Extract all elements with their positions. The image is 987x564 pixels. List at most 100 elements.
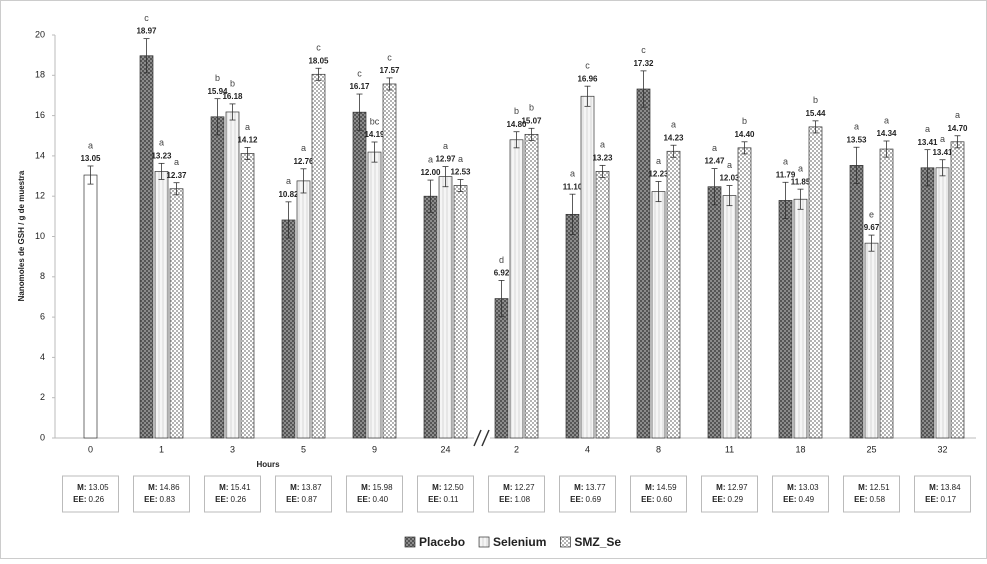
axis-break xyxy=(473,428,490,448)
letter-label: c xyxy=(387,52,392,62)
error-bar xyxy=(457,179,464,192)
ee-value: 0.29 xyxy=(728,495,744,504)
value-label: 13.23 xyxy=(151,151,172,160)
value-label: 14.40 xyxy=(734,130,755,139)
stats-box xyxy=(701,475,758,513)
ee-prefix: EE: xyxy=(641,495,654,504)
bar xyxy=(367,151,382,439)
bar xyxy=(453,185,468,439)
value-label: 13.41 xyxy=(917,138,938,147)
mean-value: 13.03 xyxy=(799,483,820,492)
ee-value: 0.87 xyxy=(302,495,318,504)
letter-label: b xyxy=(514,106,519,116)
x-tick-label: 5 xyxy=(301,444,306,454)
error-bar xyxy=(726,185,733,207)
value-label: 13.23 xyxy=(592,153,613,162)
stats-box xyxy=(275,475,332,513)
bar xyxy=(808,126,823,439)
value-label: 17.57 xyxy=(379,66,400,75)
bar xyxy=(169,188,184,439)
error-bar xyxy=(229,103,236,121)
x-tick-label: 11 xyxy=(725,444,734,454)
error-bar xyxy=(939,159,946,177)
y-tick-label: 10 xyxy=(35,231,45,241)
letter-label: b xyxy=(230,78,235,88)
value-label: 18.05 xyxy=(308,56,329,65)
letter-label: a xyxy=(428,154,433,164)
bar xyxy=(352,111,367,439)
letter-label: a xyxy=(600,140,605,150)
letter-label: a xyxy=(301,143,306,153)
mean-value: 12.97 xyxy=(728,483,749,492)
bar xyxy=(438,176,453,439)
ee-prefix: EE: xyxy=(570,495,583,504)
letter-label: a xyxy=(955,110,960,120)
x-tick-label: 3 xyxy=(230,444,235,454)
bar xyxy=(920,167,935,439)
y-tick-label: 14 xyxy=(35,150,45,160)
letter-label: b xyxy=(813,95,818,105)
ee-prefix: EE: xyxy=(73,495,86,504)
bar xyxy=(778,200,793,439)
mean-value: 15.41 xyxy=(231,483,252,492)
letter-label: a xyxy=(174,157,179,167)
error-bar xyxy=(924,149,931,187)
bar xyxy=(879,148,894,439)
value-label: 12.76 xyxy=(293,157,314,166)
mean-prefix: M: xyxy=(148,483,157,492)
ee-value: 0.49 xyxy=(799,495,815,504)
ee-prefix: EE: xyxy=(925,495,938,504)
legend-label: SMZ_Se xyxy=(574,535,621,549)
letter-label: a xyxy=(656,156,661,166)
legend-swatch xyxy=(478,536,490,548)
error-bar xyxy=(797,188,804,210)
mean-value: 12.50 xyxy=(444,483,465,492)
bar xyxy=(707,186,722,439)
bar xyxy=(864,242,879,439)
error-bar xyxy=(371,141,378,163)
stats-box xyxy=(772,475,829,513)
value-label: 18.97 xyxy=(136,27,157,36)
stats-box xyxy=(559,475,616,513)
letter-label: a xyxy=(88,140,93,150)
ee-value: 0.60 xyxy=(657,495,673,504)
bar xyxy=(423,195,438,439)
value-label: 17.32 xyxy=(633,59,654,68)
x-tick-label: 25 xyxy=(866,444,876,454)
error-bar xyxy=(741,141,748,155)
value-label: 14.12 xyxy=(237,136,258,145)
bar xyxy=(296,180,311,439)
letter-label: c xyxy=(316,43,321,53)
y-tick-label: 4 xyxy=(40,352,45,362)
value-label: 14.23 xyxy=(663,133,684,142)
ee-prefix: EE: xyxy=(144,495,157,504)
bar xyxy=(580,95,595,439)
error-bar xyxy=(244,147,251,160)
stats-box xyxy=(204,475,261,513)
stats-box xyxy=(488,475,545,513)
x-tick-label: 4 xyxy=(585,444,590,454)
mean-value: 15.98 xyxy=(373,483,394,492)
mean-prefix: M: xyxy=(361,483,370,492)
bar xyxy=(494,298,509,439)
letter-label: a xyxy=(925,124,930,134)
error-bar xyxy=(853,146,860,184)
mean-value: 13.05 xyxy=(89,483,110,492)
legend-label: Selenium xyxy=(493,535,546,549)
mean-prefix: M: xyxy=(432,483,441,492)
error-bar xyxy=(158,162,165,180)
letter-label: a xyxy=(940,134,945,144)
letter-label: b xyxy=(215,73,220,83)
bar xyxy=(509,139,524,439)
letter-label: c xyxy=(585,61,590,71)
legend-entry: Selenium xyxy=(478,535,546,549)
error-bar xyxy=(143,38,150,74)
ee-value: 0.17 xyxy=(941,495,957,504)
bar xyxy=(595,171,610,439)
mean-value: 14.59 xyxy=(657,483,678,492)
error-bar xyxy=(285,201,292,239)
error-bar xyxy=(442,166,449,188)
value-label: 15.94 xyxy=(207,87,228,96)
error-bar xyxy=(569,193,576,235)
x-tick-label: 18 xyxy=(795,444,805,454)
